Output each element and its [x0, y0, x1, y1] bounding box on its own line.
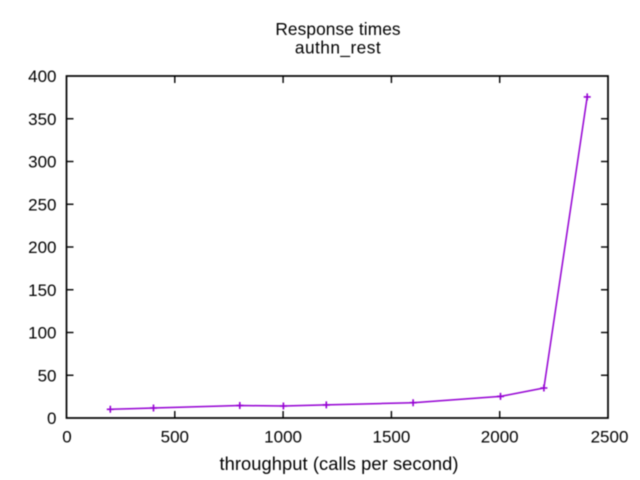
svg-text:500: 500 — [161, 428, 189, 447]
svg-text:2000: 2000 — [481, 428, 519, 447]
svg-text:throughput (calls per second): throughput (calls per second) — [219, 453, 458, 474]
svg-text:200: 200 — [28, 238, 56, 257]
svg-text:50: 50 — [38, 366, 57, 385]
svg-text:0: 0 — [47, 409, 56, 428]
svg-text:Response times: Response times — [275, 19, 401, 39]
svg-text:250: 250 — [28, 195, 56, 214]
svg-text:300: 300 — [28, 153, 56, 172]
svg-text:100: 100 — [28, 324, 56, 343]
svg-text:authn_rest: authn_rest — [295, 38, 381, 58]
svg-text:150: 150 — [28, 281, 56, 300]
svg-text:0: 0 — [62, 428, 71, 447]
svg-text:1000: 1000 — [264, 428, 302, 447]
svg-text:2500: 2500 — [591, 428, 629, 447]
svg-text:400: 400 — [28, 67, 56, 86]
svg-text:1500: 1500 — [372, 428, 410, 447]
svg-text:350: 350 — [28, 110, 56, 129]
